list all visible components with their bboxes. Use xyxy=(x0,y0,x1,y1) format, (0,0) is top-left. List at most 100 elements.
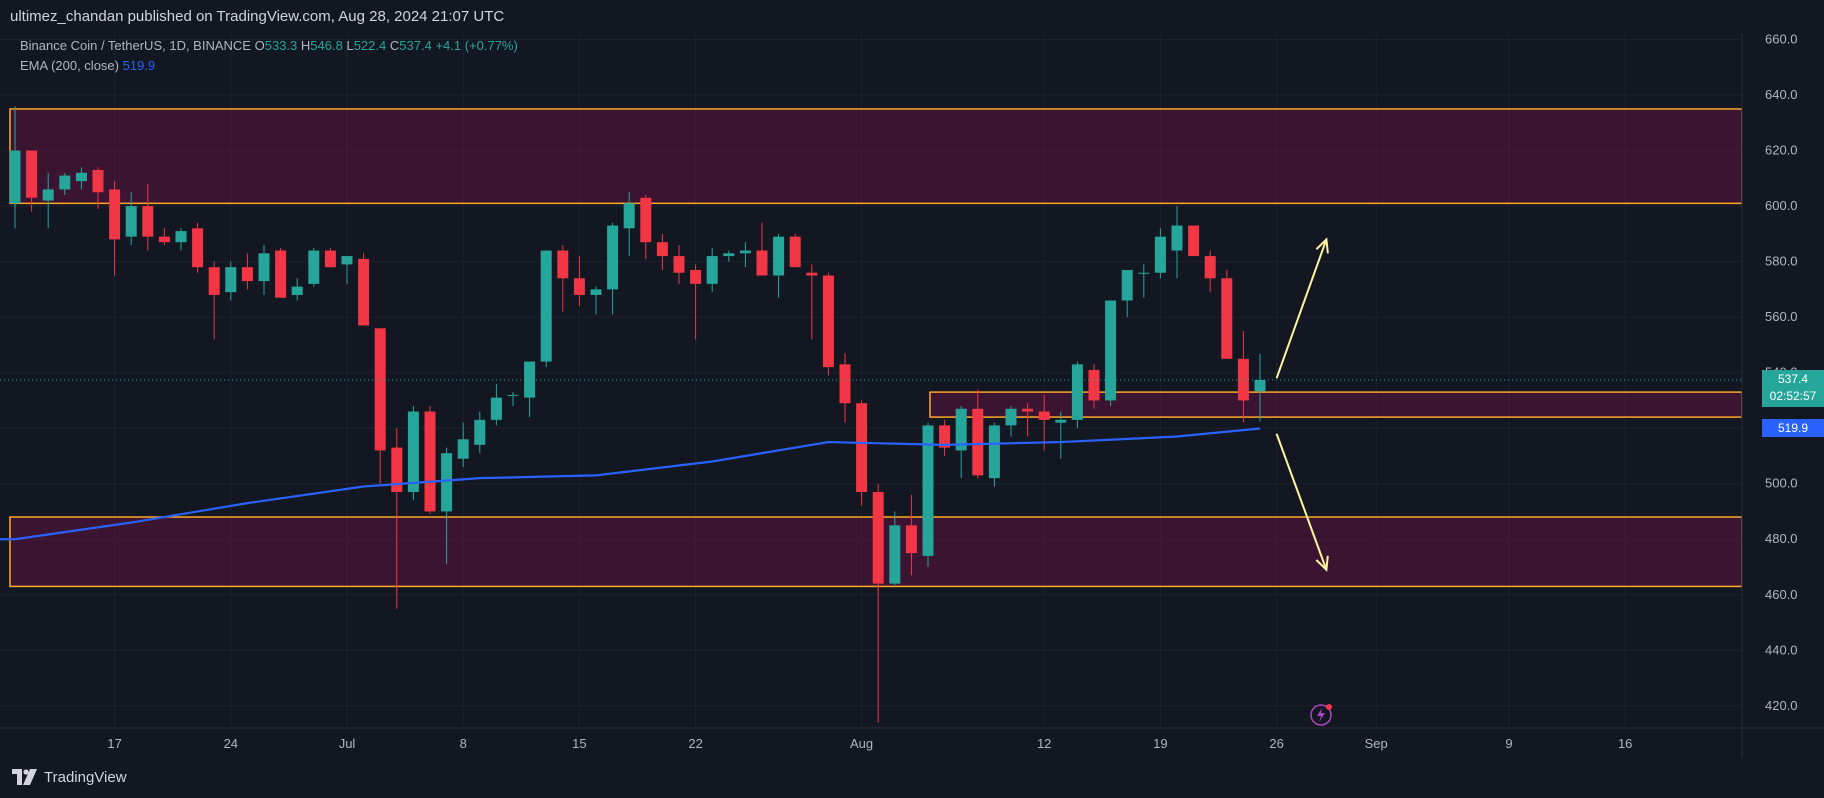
candle-body xyxy=(391,447,403,493)
candle-body xyxy=(308,250,320,284)
candle-body xyxy=(175,231,187,243)
y-tick-label: 440.0 xyxy=(1765,642,1798,657)
candle-body xyxy=(922,425,934,556)
x-tick-label: 9 xyxy=(1505,736,1512,751)
ema-price-badge: 519.9 xyxy=(1762,419,1824,438)
ema-label: EMA (200, close) xyxy=(20,58,119,73)
x-tick-label: 16 xyxy=(1618,736,1632,751)
x-tick-label: 24 xyxy=(224,736,238,751)
candle-body xyxy=(474,419,486,445)
candle-body xyxy=(424,411,436,512)
candle-body xyxy=(441,453,453,512)
y-tick-label: 580.0 xyxy=(1765,254,1798,269)
x-tick-label: Jul xyxy=(339,736,356,751)
ema-legend[interactable]: EMA (200, close) 519.9 xyxy=(20,58,155,73)
candle-body xyxy=(557,250,569,279)
candle-body xyxy=(291,286,303,295)
candle-body xyxy=(1221,278,1233,359)
projection-arrows xyxy=(1275,237,1329,572)
zone-box xyxy=(9,108,1743,205)
ema-line xyxy=(0,427,1261,541)
candle-body xyxy=(1005,408,1017,426)
x-tick-label: 15 xyxy=(572,736,586,751)
x-tick-label: 12 xyxy=(1037,736,1051,751)
low-value: 522.4 xyxy=(353,38,387,53)
arrow-shaft xyxy=(1275,239,1328,379)
candle-body xyxy=(756,250,768,276)
zone-box xyxy=(929,391,1743,418)
candle-body xyxy=(1138,272,1150,274)
candle-body xyxy=(225,267,237,293)
candle-body xyxy=(905,525,917,554)
publisher-text: ultimez_chandan published on TradingView… xyxy=(10,8,505,25)
candle-body xyxy=(1188,225,1200,257)
candle-body xyxy=(109,189,121,240)
candle-body xyxy=(1038,411,1050,420)
y-tick-label: 480.0 xyxy=(1765,531,1798,546)
candle-body xyxy=(75,172,87,182)
candle-body xyxy=(1154,236,1166,273)
candle-body xyxy=(59,175,71,190)
candle-body xyxy=(1088,369,1100,401)
candle-body xyxy=(540,250,552,362)
candle-body xyxy=(590,289,602,295)
candle-body xyxy=(192,228,204,268)
close-value: 537.4 xyxy=(399,38,432,53)
y-tick-label: 660.0 xyxy=(1765,32,1798,47)
symbol-name: Binance Coin / TetherUS, 1D, BINANCE xyxy=(20,38,251,53)
candle-body xyxy=(1022,408,1034,412)
candle-body xyxy=(856,403,868,493)
y-tick-label: 460.0 xyxy=(1765,587,1798,602)
candle-body xyxy=(142,206,154,237)
footer: TradingView xyxy=(0,758,1824,798)
candle-body xyxy=(9,150,21,204)
candle-body xyxy=(1105,300,1117,401)
y-tick-label: 560.0 xyxy=(1765,309,1798,324)
low-label: L xyxy=(346,38,354,53)
candle-body xyxy=(275,250,287,298)
symbol-legend[interactable]: Binance Coin / TetherUS, 1D, BINANCE O 53… xyxy=(20,38,518,53)
y-tick-label: 420.0 xyxy=(1765,698,1798,713)
candle-body xyxy=(723,253,735,257)
candle-body xyxy=(839,364,851,404)
ema-badge-value: 519.9 xyxy=(1777,421,1809,436)
flash-icon[interactable] xyxy=(1309,701,1335,732)
last-price-badge: 537.4 02:52:57 xyxy=(1762,369,1824,407)
candle-body xyxy=(324,250,336,268)
open-label: O xyxy=(254,38,265,53)
x-tick-label: 17 xyxy=(107,736,121,751)
candle-body xyxy=(158,236,170,243)
candle-body xyxy=(341,256,353,265)
tradingview-logo-icon xyxy=(12,769,37,785)
candle-body xyxy=(607,225,619,290)
candle-body xyxy=(640,197,652,243)
candle-body xyxy=(656,242,668,257)
candle-body xyxy=(1055,419,1067,423)
candle-body xyxy=(573,278,585,295)
close-label: C xyxy=(389,38,400,53)
candle-body xyxy=(1237,358,1249,401)
x-tick-label: 22 xyxy=(688,736,702,751)
candle-body xyxy=(822,275,834,368)
footer-brand: TradingView xyxy=(44,769,127,786)
candle-body xyxy=(955,408,967,451)
change-value: +4.1 (+0.77%) xyxy=(435,38,518,53)
candle-body xyxy=(690,269,702,284)
candle-body xyxy=(1171,225,1183,251)
time-axis: 17 24 Jul 8 15 22 Aug 12 19 26 Sep 9 16 xyxy=(0,727,1824,751)
candle-body xyxy=(806,272,818,276)
candle-body xyxy=(241,267,253,282)
candle-body xyxy=(208,267,220,295)
candle-body xyxy=(358,258,370,326)
candle-body xyxy=(1071,364,1083,420)
candle-body xyxy=(1121,269,1133,301)
arrow-head xyxy=(1315,237,1329,254)
candle-body xyxy=(972,408,984,476)
candle-body xyxy=(42,189,54,201)
candle-body xyxy=(125,206,137,237)
candle-body xyxy=(507,394,519,396)
candle-body xyxy=(258,253,270,282)
candle-body xyxy=(872,492,884,584)
high-label: H xyxy=(300,38,311,53)
